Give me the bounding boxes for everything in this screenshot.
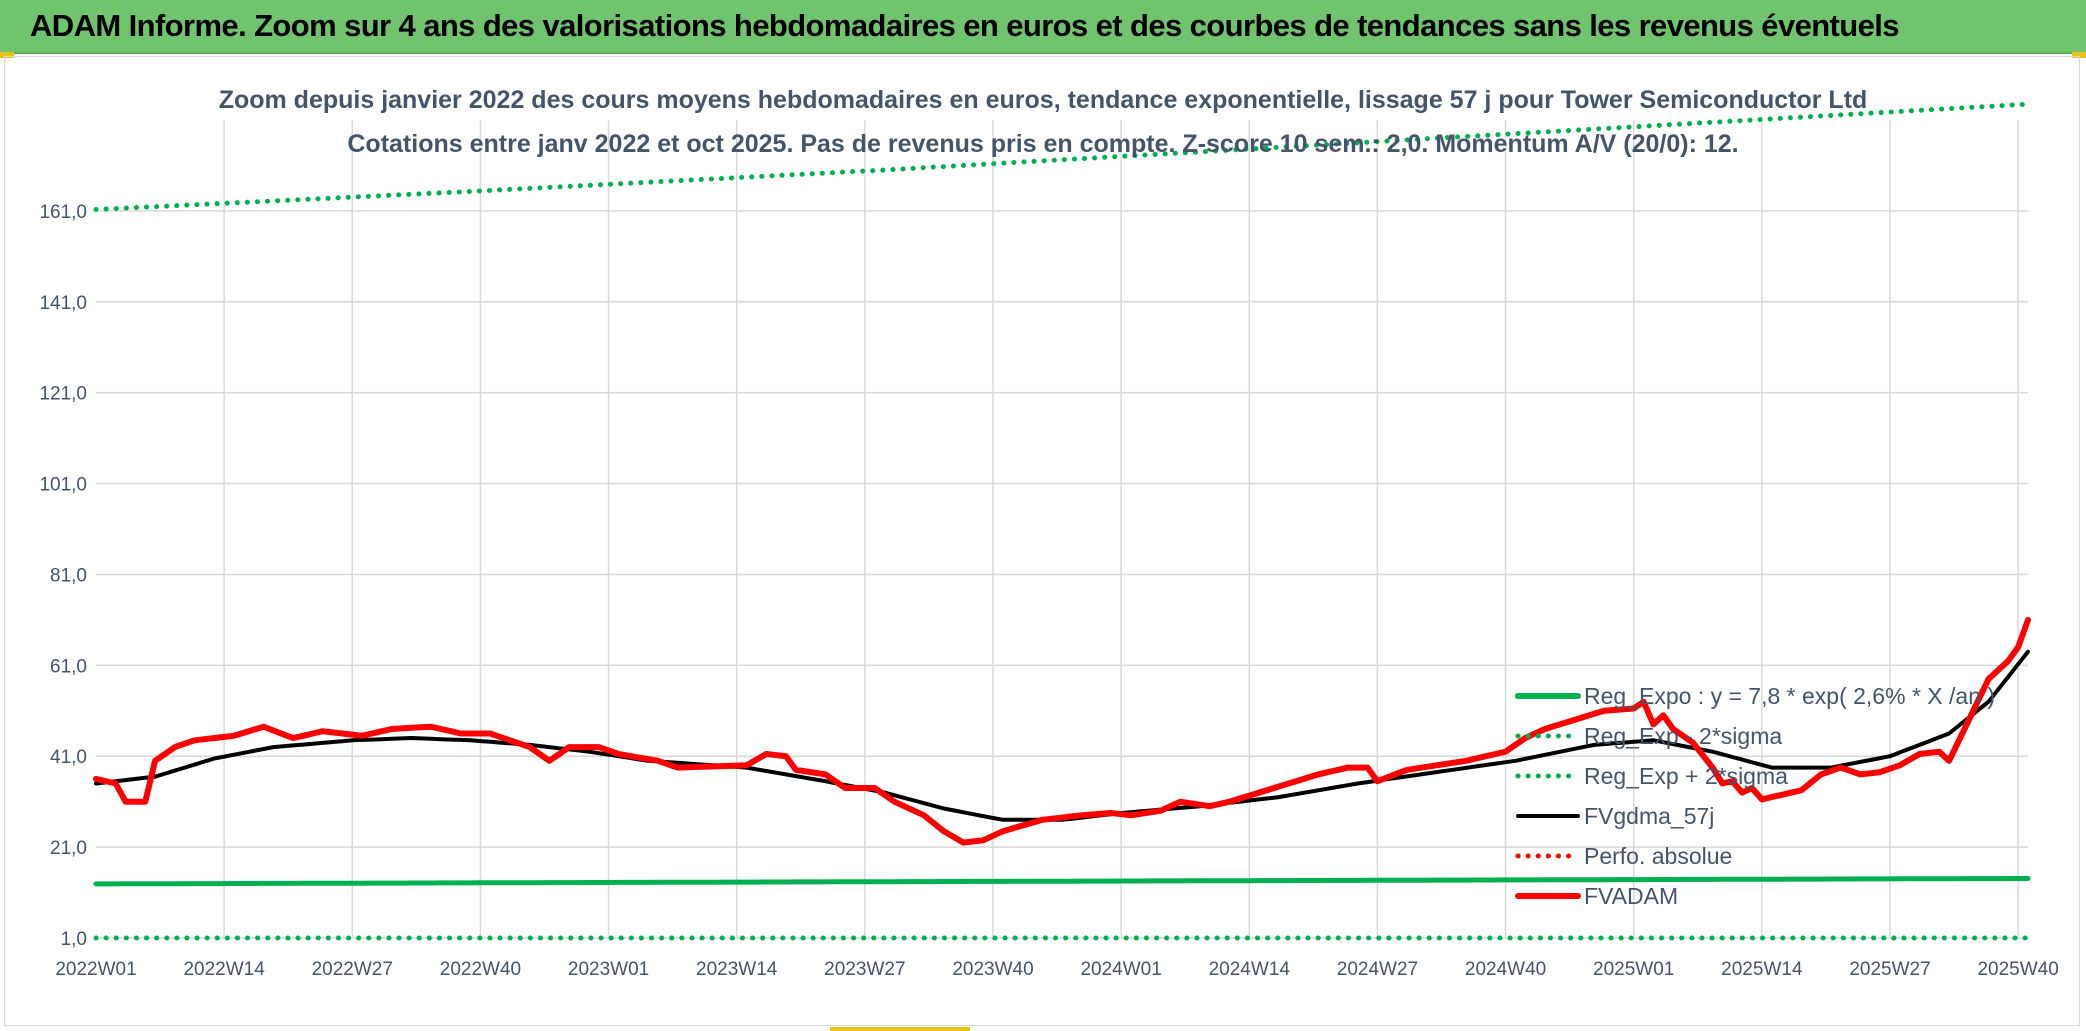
x-tick-label: 2024W27 xyxy=(1337,959,1418,980)
y-tick-label: 81,0 xyxy=(50,565,87,586)
series-line-0 xyxy=(93,876,2031,887)
legend-label-0: Reg_Expo : y = 7,8 * exp( 2,6% * X /an ) xyxy=(1584,683,1995,709)
x-tick-label: 2023W27 xyxy=(824,959,905,980)
x-tick-label: 2022W01 xyxy=(55,959,136,980)
x-tick-label: 2023W40 xyxy=(952,959,1033,980)
legend-label-4: Perfo. absolue xyxy=(1584,843,1732,869)
series-line-5 xyxy=(93,616,2031,846)
x-tick-label: 2023W14 xyxy=(696,959,778,980)
series-line-2 xyxy=(93,101,2031,212)
x-tick-label: 2024W40 xyxy=(1465,959,1546,980)
y-tick-label: 61,0 xyxy=(50,656,87,677)
chart-legend: Reg_Expo : y = 7,8 * exp( 2,6% * X /an )… xyxy=(1515,683,1995,909)
y-tick-label: 41,0 xyxy=(50,747,87,768)
x-tick-label: 2025W14 xyxy=(1721,959,1803,980)
chart-frame xyxy=(4,56,2080,1026)
corner-accent-right xyxy=(2072,52,2086,58)
x-tick-label: 2022W40 xyxy=(440,959,521,980)
y-tick-label: 1,0 xyxy=(61,929,87,950)
legend-label-1: Reg_Exp - 2*sigma xyxy=(1584,723,1782,749)
x-tick-label: 2025W40 xyxy=(1977,959,2058,980)
x-tick-label: 2025W27 xyxy=(1849,959,1930,980)
chart-title: Zoom depuis janvier 2022 des cours moyen… xyxy=(219,86,1868,114)
y-tick-label: 121,0 xyxy=(39,384,87,405)
x-tick-label: 2022W14 xyxy=(183,959,265,980)
report-title: ADAM Informe. Zoom sur 4 ans des valoris… xyxy=(30,8,1900,43)
y-axis-ticks: 1,0 21,0 41,0 61,0 81,0 101,0 121,0 141,0 161,0 xyxy=(39,202,87,950)
x-axis-ticks: 2022W01 2022W14 2022W27 2022W40 2023W01 2023W… xyxy=(55,959,2058,980)
x-tick-label: 2025W01 xyxy=(1593,959,1674,980)
series-lines xyxy=(93,101,2031,941)
legend-label-3: FVgdma_57j xyxy=(1584,803,1714,829)
x-tick-label: 2024W01 xyxy=(1080,959,1161,980)
report-header-bar: ADAM Informe. Zoom sur 4 ans des valoris… xyxy=(0,0,2086,54)
bottom-accent-strip xyxy=(830,1027,970,1031)
y-tick-label: 161,0 xyxy=(39,202,87,223)
x-tick-label: 2023W01 xyxy=(568,959,649,980)
x-tick-label: 2022W27 xyxy=(312,959,393,980)
legend-label-5: FVADAM xyxy=(1584,883,1678,909)
y-tick-label: 101,0 xyxy=(39,475,87,496)
y-tick-label: 141,0 xyxy=(39,293,87,314)
x-tick-label: 2024W14 xyxy=(1209,959,1291,980)
y-tick-label: 21,0 xyxy=(50,838,87,859)
legend-label-2: Reg_Exp + 2*sigma xyxy=(1584,763,1788,789)
gridlines xyxy=(96,120,2028,939)
corner-accent-left xyxy=(0,52,14,58)
chart-subtitle: Cotations entre janv 2022 et oct 2025. P… xyxy=(347,130,1738,158)
